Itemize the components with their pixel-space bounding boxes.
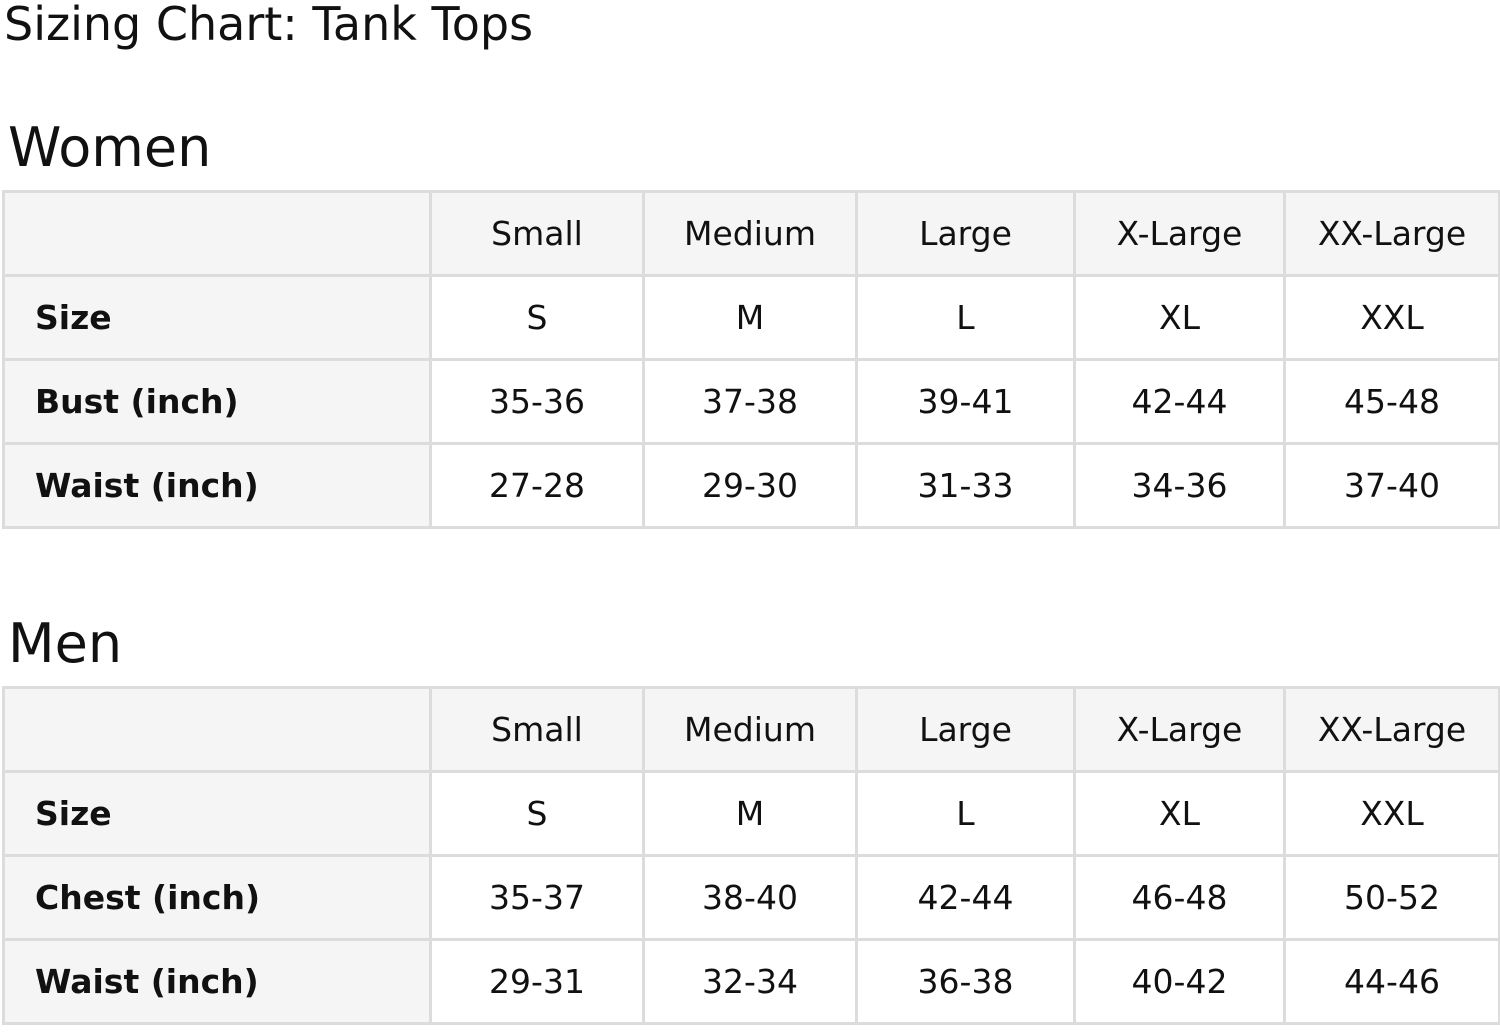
column-header: Small bbox=[429, 190, 645, 277]
header-corner-cell bbox=[2, 190, 432, 277]
table-cell: XL bbox=[1073, 274, 1286, 361]
table-row: Waist (inch) 27-28 29-30 31-33 34-36 37-40 bbox=[2, 442, 1500, 529]
table-row: Bust (inch) 35-36 37-38 39-41 42-44 45-48 bbox=[2, 358, 1500, 445]
column-header: Large bbox=[855, 686, 1076, 773]
table-row: Size S M L XL XXL bbox=[2, 770, 1500, 857]
table-cell: 31-33 bbox=[855, 442, 1076, 529]
table-cell: 45-48 bbox=[1283, 358, 1500, 445]
column-header: Medium bbox=[642, 190, 858, 277]
table-cell: 50-52 bbox=[1283, 854, 1500, 941]
table-cell: M bbox=[642, 770, 858, 857]
table-cell: 42-44 bbox=[855, 854, 1076, 941]
table-cell: L bbox=[855, 274, 1076, 361]
table-cell: 34-36 bbox=[1073, 442, 1286, 529]
row-label: Size bbox=[2, 274, 432, 361]
size-table-women: Small Medium Large X-Large XX-Large Size S M L XL… bbox=[2, 190, 1500, 529]
table-cell: 29-30 bbox=[642, 442, 858, 529]
table-cell: 27-28 bbox=[429, 442, 645, 529]
column-header: X-Large bbox=[1073, 190, 1286, 277]
column-header: XX-Large bbox=[1283, 686, 1500, 773]
section-heading-women: Women bbox=[8, 116, 212, 179]
table-cell: 42-44 bbox=[1073, 358, 1286, 445]
table-header-row: Small Medium Large X-Large XX-Large bbox=[2, 190, 1500, 277]
table-row: Size S M L XL XXL bbox=[2, 274, 1500, 361]
table-cell: XXL bbox=[1283, 770, 1500, 857]
row-label: Waist (inch) bbox=[2, 938, 432, 1025]
section-heading-men: Men bbox=[8, 612, 123, 675]
column-header: Medium bbox=[642, 686, 858, 773]
row-label: Size bbox=[2, 770, 432, 857]
row-label: Chest (inch) bbox=[2, 854, 432, 941]
table-cell: 29-31 bbox=[429, 938, 645, 1025]
size-table-men: Small Medium Large X-Large XX-Large Size S M L XL… bbox=[2, 686, 1500, 1025]
table-cell: 44-46 bbox=[1283, 938, 1500, 1025]
column-header: Large bbox=[855, 190, 1076, 277]
table-cell: 35-37 bbox=[429, 854, 645, 941]
column-header: Small bbox=[429, 686, 645, 773]
table-cell: 35-36 bbox=[429, 358, 645, 445]
table-row: Chest (inch) 35-37 38-40 42-44 46-48 50-52 bbox=[2, 854, 1500, 941]
table-header-row: Small Medium Large X-Large XX-Large bbox=[2, 686, 1500, 773]
row-label: Waist (inch) bbox=[2, 442, 432, 529]
table-cell: XXL bbox=[1283, 274, 1500, 361]
table-cell: M bbox=[642, 274, 858, 361]
header-corner-cell bbox=[2, 686, 432, 773]
column-header: X-Large bbox=[1073, 686, 1286, 773]
table-cell: L bbox=[855, 770, 1076, 857]
table-cell: 37-40 bbox=[1283, 442, 1500, 529]
table-cell: 39-41 bbox=[855, 358, 1076, 445]
table-row: Waist (inch) 29-31 32-34 36-38 40-42 44-46 bbox=[2, 938, 1500, 1025]
table-cell: 46-48 bbox=[1073, 854, 1286, 941]
table-cell: S bbox=[429, 770, 645, 857]
column-header: XX-Large bbox=[1283, 190, 1500, 277]
page-title: Sizing Chart: Tank Tops bbox=[4, 0, 534, 51]
table-cell: 36-38 bbox=[855, 938, 1076, 1025]
row-label: Bust (inch) bbox=[2, 358, 432, 445]
table-cell: 32-34 bbox=[642, 938, 858, 1025]
table-cell: S bbox=[429, 274, 645, 361]
table-cell: 40-42 bbox=[1073, 938, 1286, 1025]
table-cell: XL bbox=[1073, 770, 1286, 857]
table-cell: 37-38 bbox=[642, 358, 858, 445]
table-cell: 38-40 bbox=[642, 854, 858, 941]
